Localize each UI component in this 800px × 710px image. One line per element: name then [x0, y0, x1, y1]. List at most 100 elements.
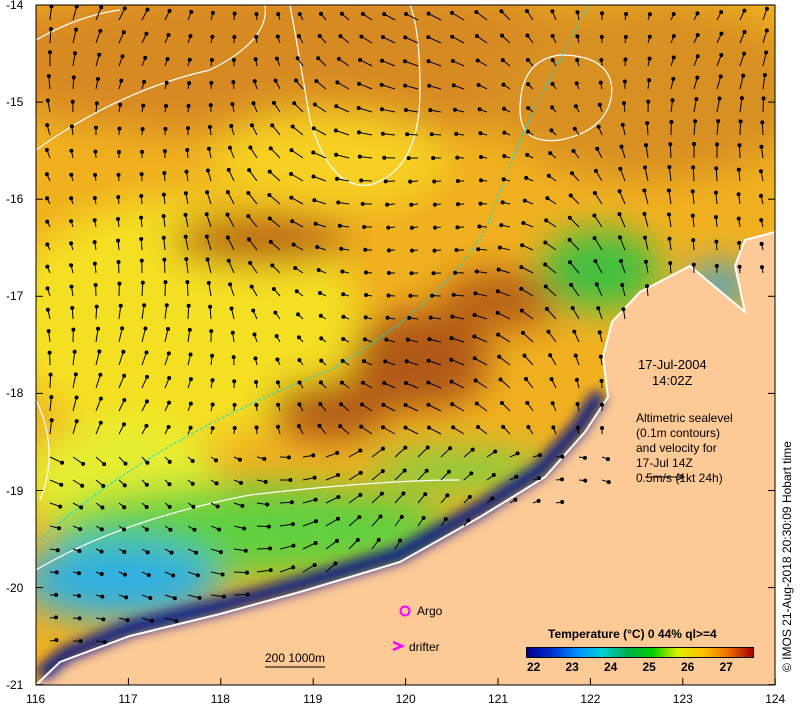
- velocity-arrowhead: [185, 280, 190, 285]
- velocity-arrowhead: [92, 240, 97, 245]
- velocity-arrowhead: [425, 445, 430, 450]
- velocity-arrowhead: [359, 178, 364, 183]
- velocity-arrowhead: [187, 57, 192, 62]
- velocity-arrow: [271, 125, 281, 136]
- velocity-arrowhead: [48, 372, 53, 377]
- velocity-arrow: [348, 516, 360, 527]
- velocity-arrowhead: [431, 156, 436, 161]
- velocity-arrowhead: [428, 315, 433, 320]
- velocity-arrowhead: [297, 358, 302, 363]
- velocity-arrowhead: [477, 224, 482, 229]
- velocity-arrowhead: [575, 10, 580, 15]
- velocity-arrowhead: [573, 353, 578, 358]
- velocity-arrowhead: [380, 425, 385, 430]
- velocity-arrowhead: [386, 293, 391, 298]
- velocity-arrowhead: [623, 57, 628, 62]
- velocity-arrowhead: [262, 456, 267, 461]
- velocity-arrowhead: [642, 211, 647, 216]
- velocity-arrowhead: [407, 315, 412, 320]
- velocity-arrowhead: [355, 537, 360, 542]
- velocity-arrow: [291, 197, 304, 205]
- velocity-arrowhead: [143, 55, 148, 60]
- velocity-arrowhead: [694, 97, 699, 102]
- velocity-arrowhead: [670, 98, 675, 103]
- velocity-arrowhead: [59, 482, 64, 487]
- velocity-arrow: [474, 314, 488, 320]
- velocity-arrowhead: [291, 242, 296, 247]
- velocity-arrow: [476, 403, 488, 412]
- velocity-arrow: [95, 7, 102, 21]
- velocity-arrowhead: [713, 215, 718, 220]
- velocity-arrow: [313, 176, 327, 182]
- velocity-arrowhead: [379, 491, 384, 496]
- velocity-arrowhead: [313, 540, 318, 545]
- velocity-arrowhead: [764, 50, 769, 55]
- velocity-arrowhead: [45, 264, 50, 269]
- velocity-arrowhead: [713, 190, 718, 195]
- velocity-arrow: [475, 380, 488, 389]
- velocity-arrow: [522, 332, 534, 343]
- velocity-arrowhead: [617, 189, 622, 194]
- velocity-arrowhead: [450, 10, 455, 15]
- velocity-arrowhead: [254, 34, 259, 39]
- velocity-arrowhead: [116, 217, 121, 222]
- velocity-arrowhead: [571, 149, 576, 154]
- velocity-arrowhead: [423, 492, 428, 497]
- velocity-arrow: [72, 351, 76, 366]
- velocity-arrowhead: [313, 497, 318, 502]
- velocity-scale-arrowhead-icon: [676, 473, 686, 481]
- velocity-arrowhead: [624, 11, 629, 16]
- velocity-arrowhead: [424, 468, 429, 473]
- velocity-arrowhead: [403, 12, 408, 17]
- velocity-arrowhead: [46, 74, 51, 79]
- velocity-arrowhead: [523, 377, 528, 382]
- velocity-arrow: [314, 104, 327, 113]
- velocity-arrowhead: [232, 34, 237, 39]
- velocity-arrowhead: [162, 257, 167, 262]
- velocity-arrowhead: [167, 459, 172, 464]
- velocity-arrow: [692, 191, 695, 205]
- velocity-arrowhead: [232, 402, 237, 407]
- velocity-arrowhead: [54, 638, 59, 643]
- velocity-arrow: [668, 214, 672, 228]
- altimetry-note: Altimetric sealevel (0.1m contours) and …: [636, 411, 733, 486]
- velocity-arrowhead: [167, 376, 172, 381]
- velocity-arrowhead: [719, 10, 724, 15]
- velocity-arrowhead: [519, 265, 524, 270]
- velocity-arrowhead: [338, 34, 343, 39]
- velocity-arrowhead: [271, 286, 276, 291]
- velocity-arrow: [359, 59, 373, 67]
- velocity-arrowhead: [668, 142, 673, 147]
- velocity-arrow: [394, 470, 406, 481]
- velocity-arrowhead: [384, 337, 389, 342]
- velocity-arrowhead: [242, 526, 247, 531]
- velocity-arrowhead: [362, 337, 367, 342]
- velocity-arrowhead: [119, 78, 124, 83]
- velocity-arrowhead: [335, 450, 340, 455]
- velocity-arrowhead: [493, 449, 498, 454]
- velocity-arrowhead: [380, 58, 385, 63]
- velocity-arrowhead: [402, 468, 407, 473]
- velocity-arrowhead: [217, 527, 222, 532]
- velocity-arrowhead: [144, 399, 149, 404]
- velocity-arrowhead: [210, 353, 215, 358]
- velocity-arrowhead: [716, 119, 721, 124]
- velocity-arrowhead: [401, 491, 406, 496]
- velocity-arrowhead: [737, 143, 742, 148]
- velocity-arrowhead: [600, 426, 605, 431]
- velocity-arrow: [382, 133, 396, 136]
- velocity-arrowhead: [617, 235, 622, 240]
- velocity-arrowhead: [496, 332, 501, 337]
- velocity-arrowhead: [514, 474, 519, 479]
- velocity-arrowhead: [719, 52, 724, 57]
- velocity-arrowhead: [478, 201, 483, 206]
- velocity-arrow: [141, 376, 148, 389]
- velocity-arrowhead: [146, 573, 151, 578]
- velocity-arrowhead: [117, 281, 122, 286]
- velocity-arrowhead: [252, 79, 257, 84]
- note-line: 17-Jul 14Z: [636, 456, 693, 470]
- velocity-arrowhead: [121, 349, 126, 354]
- velocity-arrow: [325, 540, 338, 550]
- velocity-arrowhead: [69, 219, 74, 224]
- velocity-arrowhead: [210, 10, 215, 15]
